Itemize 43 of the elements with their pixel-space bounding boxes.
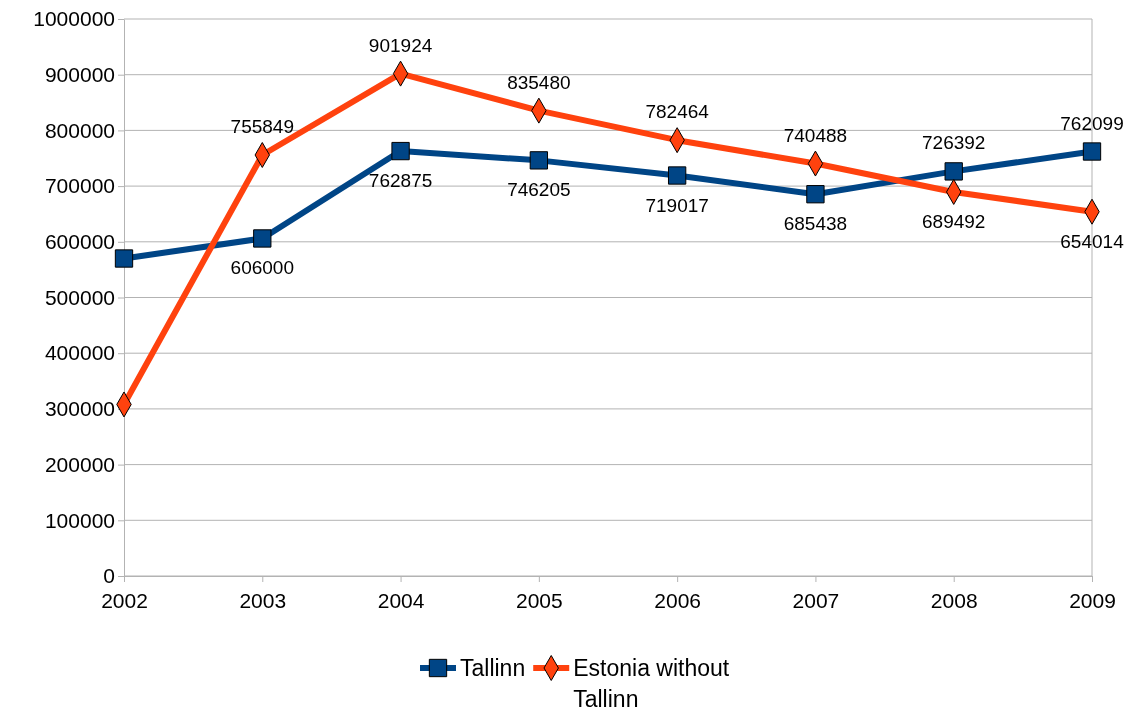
point [114, 249, 134, 268]
y-tick-label: 900000 [44, 62, 115, 86]
data-label: 654014 [1060, 230, 1125, 252]
point [667, 166, 687, 185]
y-tick-label: 200000 [44, 452, 115, 476]
y-tick-label: 400000 [44, 341, 115, 365]
data-label: 689492 [922, 210, 986, 232]
point [944, 162, 963, 181]
x-tick-label: 2006 [654, 589, 701, 613]
point [529, 151, 549, 170]
y-tick-label: 500000 [44, 285, 115, 309]
point [391, 141, 410, 161]
x-tick-label: 2002 [101, 589, 148, 613]
data-label: 762099 [1060, 112, 1124, 134]
point [1082, 142, 1102, 161]
x-tick-label: 2007 [792, 589, 840, 613]
y-tick-label: 0 [103, 564, 115, 588]
data-label: 606000 [230, 257, 294, 279]
data-label: 755849 [230, 115, 294, 137]
data-label: 762875 [368, 170, 433, 192]
x-tick-label: 2009 [1069, 589, 1116, 613]
y-tick-label: 300000 [44, 397, 115, 421]
y-tick-label: 600000 [44, 230, 115, 254]
data-label: 740488 [783, 124, 848, 146]
data-label: 835480 [507, 71, 571, 93]
data-label: 901924 [368, 34, 433, 56]
legend-label: Tallinn [460, 655, 526, 681]
data-label: 685438 [783, 213, 848, 235]
data-label: 726392 [922, 132, 986, 154]
y-tick-label: 100000 [44, 508, 115, 532]
legend-label: Estonia without Tallinn [573, 655, 730, 713]
point [253, 229, 272, 248]
x-tick-label: 2004 [377, 589, 425, 613]
x-tick-label: 2003 [239, 589, 287, 613]
data-label: 782464 [645, 101, 710, 123]
data-label: 719017 [645, 194, 709, 216]
y-tick-label: 700000 [44, 174, 115, 198]
x-tick-label: 2005 [516, 589, 563, 613]
x-tick-label: 2008 [930, 589, 978, 613]
y-tick-label: 1000000 [33, 7, 115, 31]
data-label: 746205 [507, 179, 571, 201]
point [806, 185, 825, 204]
y-tick-label: 800000 [44, 118, 115, 142]
